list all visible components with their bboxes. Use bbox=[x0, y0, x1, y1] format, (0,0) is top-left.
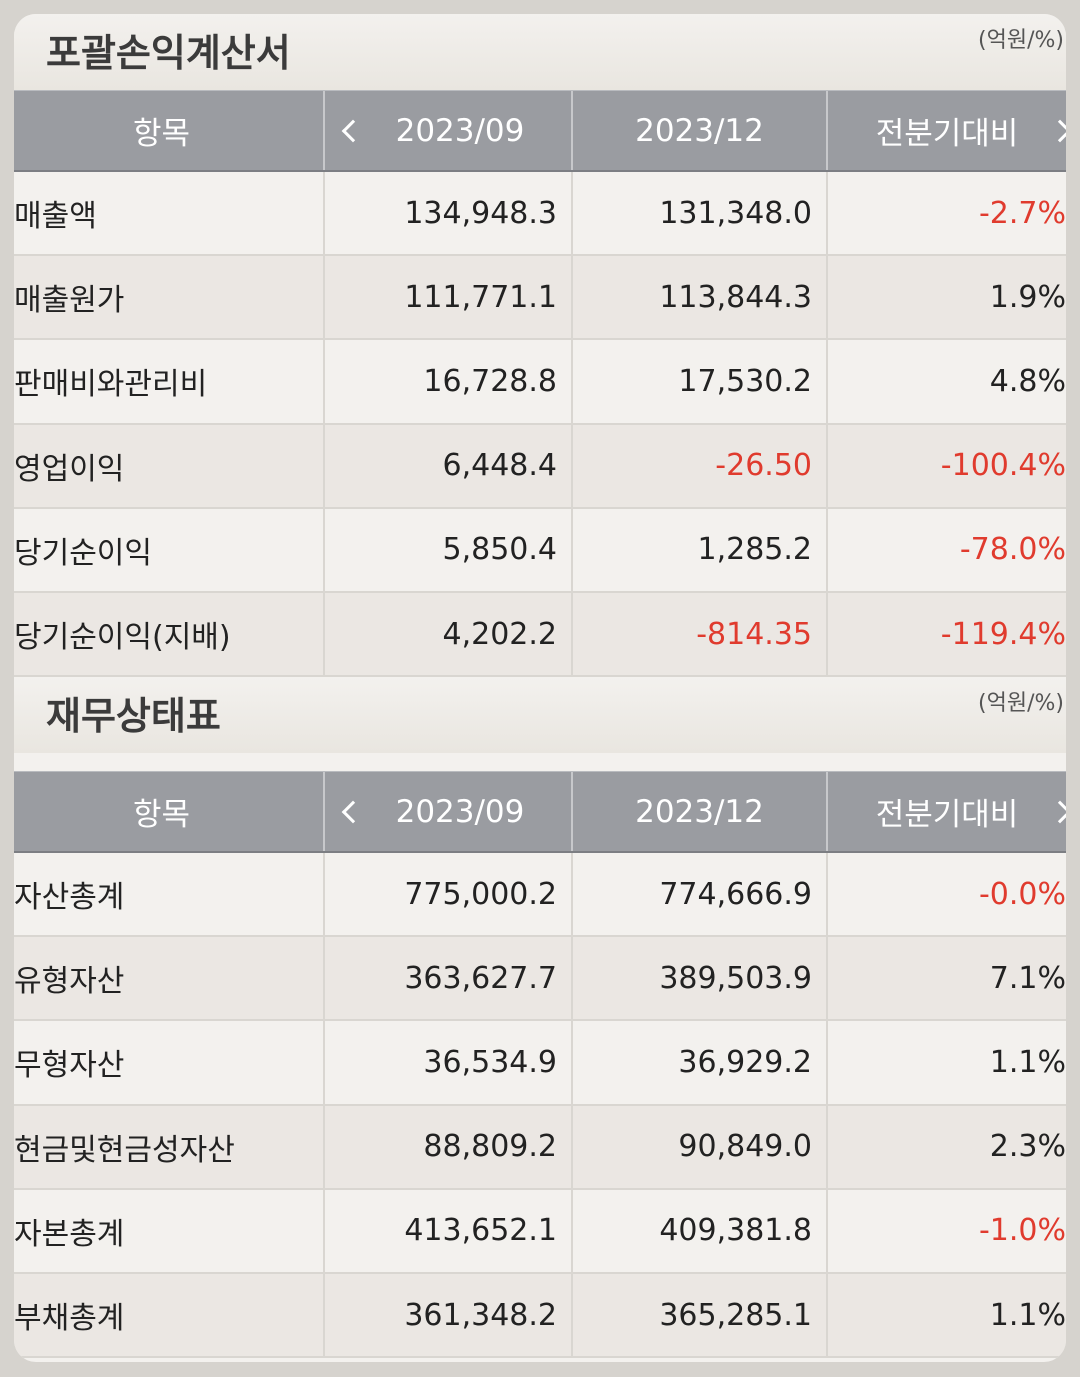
chevron-right-icon[interactable] bbox=[1048, 800, 1066, 823]
balance-sheet-section: 재무상태표 (억원/%) 항목 2023/09 2023/12 전분기대비 자산… bbox=[14, 677, 1066, 1359]
row-change: 1.1% bbox=[989, 1044, 1066, 1080]
header-prev-period[interactable]: 2023/09 bbox=[325, 772, 573, 851]
section-header: 포괄손익계산서 (억원/%) bbox=[14, 14, 1066, 90]
table-row[interactable]: 판매비와관리비 16,728.8 17,530.2 4.8% bbox=[14, 340, 1066, 425]
section-title: 재무상태표 bbox=[46, 694, 221, 738]
unit-label: (억원/%) bbox=[978, 28, 1064, 53]
row-value-current: 113,844.3 bbox=[573, 256, 828, 339]
row-value-prev: 5,850.4 bbox=[325, 508, 573, 591]
row-value-current: 131,348.0 bbox=[573, 172, 828, 255]
row-value-prev: 413,652.1 bbox=[325, 1189, 573, 1272]
row-change: 7.1% bbox=[989, 960, 1066, 996]
table-row[interactable]: 부채총계 361,348.2 365,285.1 1.1% bbox=[14, 1273, 1066, 1359]
row-change: 1.1% bbox=[989, 1297, 1066, 1333]
table-header: 항목 2023/09 2023/12 전분기대비 bbox=[14, 90, 1066, 172]
row-item-name: 당기순이익 bbox=[14, 508, 325, 591]
row-value-current: 1,285.2 bbox=[573, 508, 828, 591]
table-header: 항목 2023/09 2023/12 전분기대비 bbox=[14, 771, 1066, 853]
row-value-prev: 775,000.2 bbox=[325, 853, 573, 936]
header-change[interactable]: 전분기대비 bbox=[828, 91, 1066, 170]
table-row[interactable]: 매출액 134,948.3 131,348.0 -2.7% bbox=[14, 172, 1066, 257]
table-row[interactable]: 자본총계 413,652.1 409,381.8 -1.0% bbox=[14, 1189, 1066, 1274]
row-value-current: -26.50 bbox=[573, 424, 828, 507]
row-change: -1.0% bbox=[978, 1213, 1066, 1249]
row-value-current: 365,285.1 bbox=[573, 1273, 828, 1357]
row-value-current: 90,849.0 bbox=[573, 1105, 828, 1188]
table-row[interactable]: 매출원가 111,771.1 113,844.3 1.9% bbox=[14, 256, 1066, 341]
row-item-name: 당기순이익(지배) bbox=[14, 592, 325, 676]
table-body: 매출액 134,948.3 131,348.0 -2.7% 매출원가 111,771.1 1… bbox=[14, 172, 1066, 678]
row-item-name: 매출원가 bbox=[14, 256, 325, 339]
row-item-name: 무형자산 bbox=[14, 1021, 325, 1104]
row-value-prev: 16,728.8 bbox=[325, 340, 573, 423]
table-row[interactable]: 당기순이익(지배) 4,202.2 -814.35 -119.4% bbox=[14, 592, 1066, 678]
income-statement-section: 포괄손익계산서 (억원/%) 항목 2023/09 2023/12 전분기대비 … bbox=[14, 14, 1066, 678]
table-row[interactable]: 현금및현금성자산 88,809.2 90,849.0 2.3% bbox=[14, 1105, 1066, 1190]
table-body: 자산총계 775,000.2 774,666.9 -0.0% 유형자산 363,627.7… bbox=[14, 853, 1066, 1359]
row-value-prev: 88,809.2 bbox=[325, 1105, 573, 1188]
row-change: -78.0% bbox=[959, 532, 1066, 568]
row-value-current: 36,929.2 bbox=[573, 1021, 828, 1104]
row-change: 4.8% bbox=[989, 363, 1066, 399]
section-header: 재무상태표 (억원/%) bbox=[14, 677, 1066, 753]
row-value-prev: 6,448.4 bbox=[325, 424, 573, 507]
row-change: 1.9% bbox=[989, 279, 1066, 315]
table-row[interactable]: 영업이익 6,448.4 -26.50 -100.4% bbox=[14, 424, 1066, 509]
row-value-current: -814.35 bbox=[573, 592, 828, 676]
row-value-prev: 134,948.3 bbox=[325, 172, 573, 255]
row-item-name: 현금및현금성자산 bbox=[14, 1105, 325, 1188]
row-change: 2.3% bbox=[989, 1129, 1066, 1165]
header-current-period: 2023/12 bbox=[573, 91, 828, 170]
row-change: -100.4% bbox=[940, 448, 1066, 484]
row-change: -2.7% bbox=[978, 195, 1066, 231]
chevron-left-icon[interactable] bbox=[341, 119, 365, 142]
table-row[interactable]: 무형자산 36,534.9 36,929.2 1.1% bbox=[14, 1021, 1066, 1106]
header-prev-period[interactable]: 2023/09 bbox=[325, 91, 573, 170]
row-item-name: 판매비와관리비 bbox=[14, 340, 325, 423]
row-value-current: 17,530.2 bbox=[573, 340, 828, 423]
row-item-name: 매출액 bbox=[14, 172, 325, 255]
row-value-prev: 4,202.2 bbox=[325, 592, 573, 676]
table-row[interactable]: 자산총계 775,000.2 774,666.9 -0.0% bbox=[14, 853, 1066, 938]
chevron-right-icon[interactable] bbox=[1048, 119, 1066, 142]
row-item-name: 부채총계 bbox=[14, 1273, 325, 1357]
row-value-prev: 361,348.2 bbox=[325, 1273, 573, 1357]
header-item: 항목 bbox=[14, 772, 325, 851]
row-value-current: 409,381.8 bbox=[573, 1189, 828, 1272]
chevron-left-icon[interactable] bbox=[341, 800, 365, 823]
header-change[interactable]: 전분기대비 bbox=[828, 772, 1066, 851]
unit-label: (억원/%) bbox=[978, 691, 1064, 716]
row-value-prev: 111,771.1 bbox=[325, 256, 573, 339]
row-item-name: 영업이익 bbox=[14, 424, 325, 507]
header-current-period: 2023/12 bbox=[573, 772, 828, 851]
row-change: -119.4% bbox=[940, 616, 1066, 652]
row-item-name: 유형자산 bbox=[14, 937, 325, 1020]
header-item: 항목 bbox=[14, 91, 325, 170]
financial-card: 포괄손익계산서 (억원/%) 항목 2023/09 2023/12 전분기대비 … bbox=[14, 14, 1066, 1362]
row-item-name: 자본총계 bbox=[14, 1189, 325, 1272]
row-value-current: 389,503.9 bbox=[573, 937, 828, 1020]
row-value-prev: 36,534.9 bbox=[325, 1021, 573, 1104]
row-value-prev: 363,627.7 bbox=[325, 937, 573, 1020]
row-item-name: 자산총계 bbox=[14, 853, 325, 936]
table-row[interactable]: 당기순이익 5,850.4 1,285.2 -78.0% bbox=[14, 508, 1066, 593]
section-title: 포괄손익계산서 bbox=[46, 31, 291, 75]
row-change: -0.0% bbox=[978, 876, 1066, 912]
row-value-current: 774,666.9 bbox=[573, 853, 828, 936]
table-row[interactable]: 유형자산 363,627.7 389,503.9 7.1% bbox=[14, 937, 1066, 1022]
